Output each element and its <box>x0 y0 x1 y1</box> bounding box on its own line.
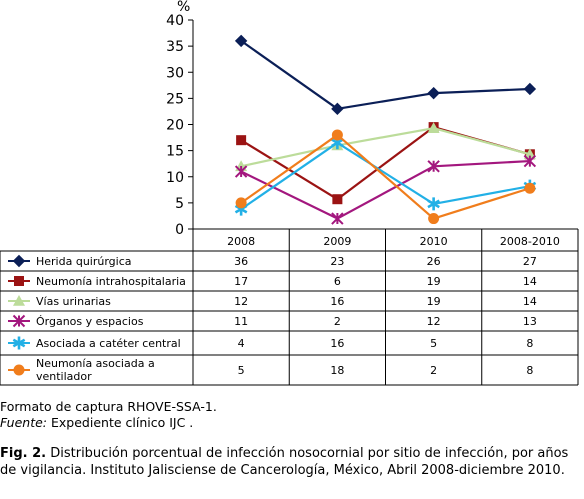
series-5-point <box>428 213 440 225</box>
series-2-line <box>240 127 531 168</box>
data-value-cell: 12 <box>427 315 441 328</box>
source-note: Fuente: Expediente clínico IJC . <box>0 415 193 431</box>
legend-key-marker <box>13 364 25 376</box>
legend-label: Asociada a catéter central <box>36 337 181 350</box>
series-4-line <box>240 141 531 211</box>
legend-key-marker <box>12 314 26 328</box>
legend-label: ventilador <box>36 370 92 383</box>
legend-label: Vías urinarias <box>36 295 111 308</box>
legend-key-marker <box>14 276 24 286</box>
data-value-cell: 17 <box>234 275 248 288</box>
series-5-line <box>240 133 531 220</box>
x-category-label: 2009 <box>323 235 351 248</box>
series-3-point <box>331 212 344 225</box>
y-tick-label: 25 <box>166 91 184 107</box>
capture-format-note: Formato de captura RHOVE-SSA-1. <box>0 399 217 414</box>
data-value-cell: 23 <box>330 255 344 268</box>
data-value-cell: 16 <box>330 295 344 308</box>
data-value-cell: 11 <box>234 315 248 328</box>
data-value-cell: 19 <box>427 295 441 308</box>
y-tick-label: 15 <box>166 144 184 160</box>
legend-label: Neumonía intrahospitalaria <box>36 275 186 288</box>
series-3-point <box>523 154 537 168</box>
series-0-point <box>427 86 440 100</box>
y-tick-label: 40 <box>166 13 184 29</box>
series-1-point <box>332 194 343 205</box>
series-0-line <box>240 40 530 110</box>
series-3-point <box>234 165 248 178</box>
y-tick-label: 5 <box>175 196 184 212</box>
caption-text: Distribución porcentual de infección nos… <box>0 446 569 478</box>
data-value-cell: 13 <box>523 315 537 328</box>
data-value-cell: 12 <box>234 295 248 308</box>
series-5-point <box>524 182 536 194</box>
series-0-point <box>234 34 248 48</box>
series-1-point <box>236 135 247 146</box>
data-value-cell: 4 <box>238 337 245 350</box>
source-text: Expediente clínico IJC . <box>47 415 194 430</box>
series-2-point <box>427 122 440 133</box>
series-0-point <box>331 102 344 116</box>
legend-key-marker <box>13 295 25 306</box>
data-value-cell: 18 <box>330 364 344 377</box>
series-0-point <box>523 82 537 96</box>
source-label: Fuente: <box>0 415 48 430</box>
data-value-cell: 2 <box>334 315 341 328</box>
legend-label: Neumonía asociada a <box>36 357 155 370</box>
series-5-point <box>331 129 343 141</box>
data-value-cell: 36 <box>234 255 248 268</box>
legend-label: Herida quirúrgica <box>36 255 132 268</box>
series-3-line <box>240 159 530 220</box>
data-value-cell: 5 <box>238 364 245 377</box>
data-value-cell: 14 <box>523 275 537 288</box>
figure-caption: Fig. 2. Distribución porcentual de infec… <box>0 445 584 479</box>
y-axis-unit-label: % <box>177 0 190 15</box>
legend-key-marker <box>12 336 26 350</box>
data-value-cell: 14 <box>523 295 537 308</box>
series-2-point <box>523 148 536 160</box>
data-value-cell: 5 <box>430 337 437 350</box>
x-category-label: 2010 <box>420 235 448 248</box>
data-value-cell: 27 <box>523 255 537 268</box>
data-value-cell: 26 <box>427 255 441 268</box>
data-value-cell: 16 <box>330 337 344 350</box>
data-value-cell: 8 <box>526 364 533 377</box>
data-value-cell: 6 <box>334 275 341 288</box>
y-tick-label: 10 <box>166 170 184 186</box>
y-tick-label: 35 <box>166 39 184 55</box>
x-category-label: 2008-2010 <box>500 235 560 248</box>
caption-label: Fig. 2. <box>0 446 47 461</box>
x-category-label: 2008 <box>227 235 255 248</box>
legend-label: Órganos y espacios <box>36 315 144 328</box>
y-tick-label: 20 <box>166 118 184 134</box>
y-tick-label: 30 <box>166 65 184 81</box>
series-4-point <box>427 197 440 211</box>
data-value-cell: 8 <box>526 337 533 350</box>
y-tick-label: 0 <box>175 222 184 238</box>
data-value-cell: 19 <box>427 275 441 288</box>
series-3-point <box>427 160 440 173</box>
data-value-cell: 2 <box>430 364 437 377</box>
series-5-point <box>235 197 247 209</box>
legend-key-marker <box>12 254 26 268</box>
